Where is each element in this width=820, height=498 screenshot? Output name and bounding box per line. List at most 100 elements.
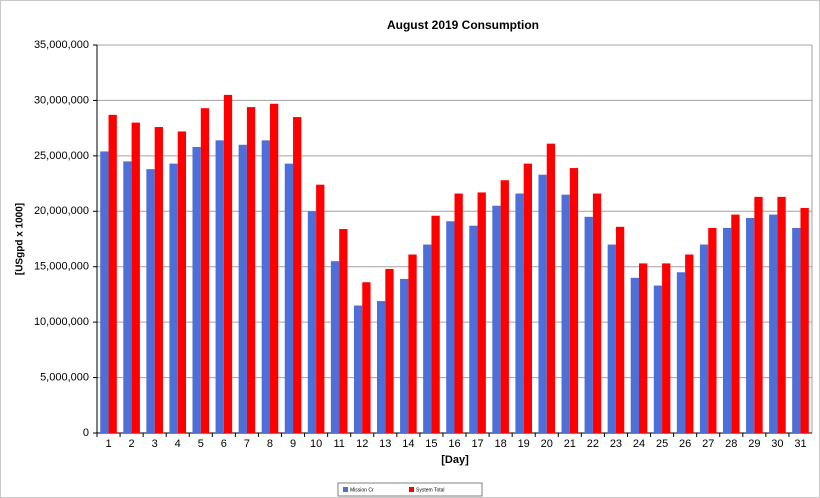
bar xyxy=(100,151,109,433)
bar xyxy=(154,127,163,433)
bar xyxy=(269,103,279,434)
bar xyxy=(423,244,432,433)
x-tick-label: 16 xyxy=(448,438,460,450)
bar xyxy=(777,196,786,433)
x-tick-label: 7 xyxy=(244,438,250,450)
bar xyxy=(469,225,478,433)
bar xyxy=(223,94,233,433)
x-tick-label: 8 xyxy=(267,438,273,450)
x-tick-label: 5 xyxy=(198,438,204,450)
y-tick-label: 30,000,000 xyxy=(34,94,89,106)
bar xyxy=(523,163,532,434)
bar xyxy=(400,278,409,433)
bar xyxy=(477,192,486,433)
chart-title: August 2019 Consumption xyxy=(387,18,539,32)
bar xyxy=(316,184,325,433)
y-tick-label: 15,000,000 xyxy=(34,261,89,273)
bar xyxy=(261,140,270,433)
y-tick-label: 25,000,000 xyxy=(34,150,89,162)
bar xyxy=(492,205,501,433)
bar xyxy=(515,193,524,433)
bar xyxy=(385,268,394,433)
x-tick-label: 21 xyxy=(564,438,576,450)
y-tick-label: 10,000,000 xyxy=(34,316,89,328)
bar xyxy=(123,161,132,433)
bar xyxy=(131,122,140,433)
bar xyxy=(215,140,224,433)
y-tick-label: 5,000,000 xyxy=(40,371,89,383)
bar xyxy=(639,263,648,433)
bar xyxy=(238,144,247,433)
legend-label: System Total xyxy=(416,487,445,493)
bar xyxy=(200,108,210,433)
x-tick-label: 10 xyxy=(310,438,322,450)
bar xyxy=(538,174,547,433)
x-tick-label: 1 xyxy=(105,438,111,450)
x-tick-label: 15 xyxy=(425,438,437,450)
x-tick-label: 19 xyxy=(518,438,530,450)
legend-swatch xyxy=(343,487,348,492)
bar xyxy=(177,131,187,433)
bar xyxy=(615,226,625,433)
bar xyxy=(377,301,386,433)
x-tick-label: 3 xyxy=(152,438,158,450)
bar xyxy=(246,107,256,433)
x-tick-label: 9 xyxy=(290,438,296,450)
x-tick-label: 29 xyxy=(748,438,760,450)
x-tick-label: 13 xyxy=(379,438,391,450)
bar xyxy=(708,227,717,433)
bar xyxy=(546,143,556,434)
bar xyxy=(431,215,440,433)
x-tick-label: 26 xyxy=(679,438,691,450)
bar xyxy=(569,168,579,433)
x-tick-label: 17 xyxy=(471,438,483,450)
y-tick-label: 0 xyxy=(83,427,89,439)
x-tick-label: 27 xyxy=(702,438,714,450)
x-tick-label: 25 xyxy=(656,438,668,450)
y-axis-label: [USgpd x 1000] xyxy=(15,203,26,275)
y-tick-label: 35,000,000 xyxy=(34,39,89,51)
bar xyxy=(284,163,294,434)
bar xyxy=(192,146,201,433)
bar xyxy=(630,277,640,433)
x-axis-label: [Day] xyxy=(441,454,469,466)
bar xyxy=(676,272,686,433)
x-tick-label: 2 xyxy=(129,438,135,450)
bar xyxy=(592,193,602,433)
y-tick-label: 20,000,000 xyxy=(34,205,89,217)
bar xyxy=(108,114,117,433)
legend-label: Mission Cr xyxy=(350,487,374,493)
bar xyxy=(746,217,755,433)
bar xyxy=(754,196,763,433)
bar xyxy=(699,244,709,433)
bar xyxy=(561,194,570,433)
bar xyxy=(362,282,371,433)
x-tick-label: 18 xyxy=(495,438,507,450)
x-tick-label: 22 xyxy=(587,438,599,450)
bar xyxy=(607,244,616,433)
bar xyxy=(500,180,509,433)
x-tick-label: 12 xyxy=(356,438,368,450)
bar xyxy=(769,214,778,433)
x-tick-label: 6 xyxy=(221,438,227,450)
bar xyxy=(800,207,809,433)
bar xyxy=(408,254,417,433)
legend-swatch xyxy=(409,487,414,492)
bar xyxy=(330,261,340,433)
bar xyxy=(293,117,302,434)
bar xyxy=(731,214,740,433)
bar xyxy=(792,227,801,433)
x-tick-label: 23 xyxy=(610,438,622,450)
bar xyxy=(339,229,348,433)
x-tick-label: 24 xyxy=(633,438,645,450)
bar xyxy=(146,169,155,433)
bar xyxy=(446,221,455,433)
bar xyxy=(653,285,663,433)
x-tick-label: 4 xyxy=(175,438,181,450)
bar xyxy=(722,227,732,433)
bar xyxy=(662,263,671,433)
bar xyxy=(584,216,593,433)
bar xyxy=(307,211,317,433)
bar xyxy=(454,193,463,433)
